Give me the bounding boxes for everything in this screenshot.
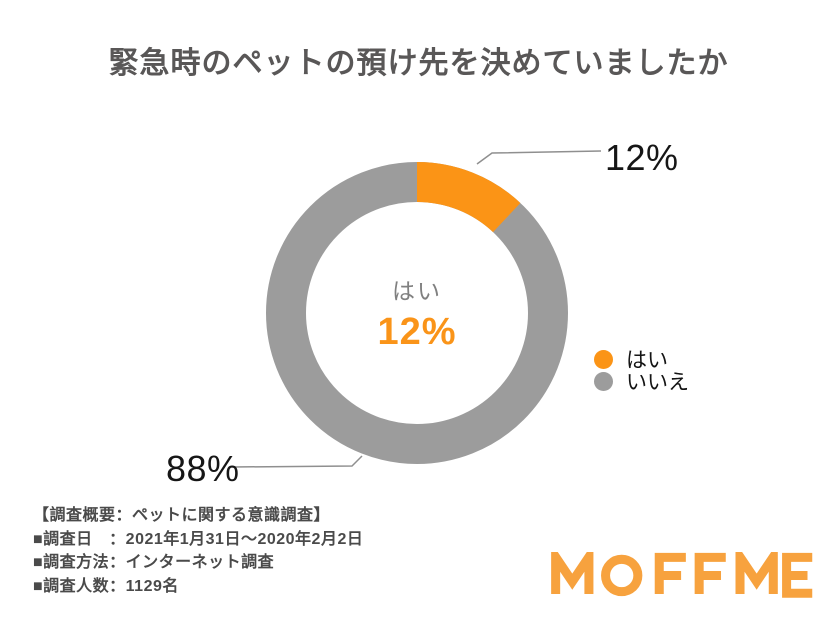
legend-label: いいえ (626, 371, 689, 394)
legend-label: はい (626, 349, 668, 372)
callout-label-yes: 12% (605, 137, 679, 178)
chart-legend: はい いいえ (594, 348, 689, 394)
donut-center: はい 12% (317, 272, 517, 354)
logo-letter-f1 (654, 552, 686, 595)
legend-dot (594, 349, 613, 369)
callout-label-no: 88% (166, 448, 240, 489)
callout-line-88 (231, 455, 363, 468)
donut-center-value: 12% (377, 311, 457, 353)
logo-letter-m2 (735, 552, 778, 595)
legend-dot (594, 371, 613, 391)
logo-letter-m1 (551, 552, 594, 595)
survey-line: ■調査人数：1129名 (33, 577, 179, 595)
survey-line: ■調査方法：インターネット調査 (33, 554, 275, 571)
logo-letter-e (782, 552, 813, 598)
survey-line: ■調査日 ：2021年1月31日〜2020年2月2日 (33, 530, 364, 548)
survey-summary: 【調査概要：ペットに関する意識調査】 ■調査日 ：2021年1月31日〜2020… (33, 504, 363, 598)
page-title: 緊急時のペットの預け先を決めていましたか (108, 47, 729, 80)
moffme-logo (551, 552, 813, 598)
legend-item-yes: はい (594, 348, 689, 372)
logo-letter-f2 (694, 552, 726, 595)
logo-letter-o (601, 554, 643, 597)
donut-segment-yes (266, 162, 568, 464)
callout-line-12 (476, 150, 602, 165)
donut-center-series-label: はい (392, 278, 442, 304)
survey-line: 【調査概要：ペットに関する意識調査】 (33, 507, 331, 524)
legend-item-no: いいえ (594, 370, 689, 394)
